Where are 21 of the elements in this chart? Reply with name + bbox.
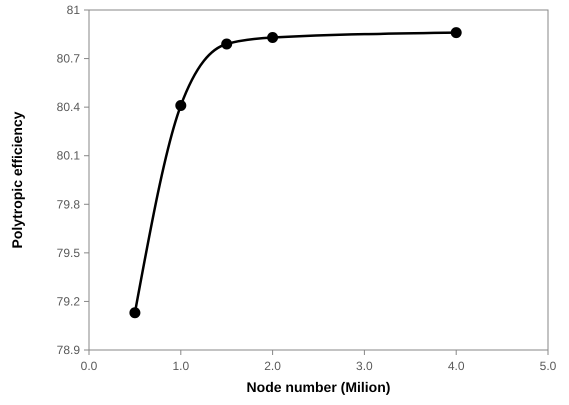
point	[129, 307, 140, 318]
x-tick-label: 2.0	[264, 359, 282, 373]
y-tick-label: 80.4	[56, 100, 80, 114]
y-tick-label: 78.9	[56, 343, 80, 357]
y-tick-label: 81	[66, 3, 80, 17]
y-tick-label: 79.5	[56, 246, 80, 260]
x-tick-label: 1.0	[172, 359, 190, 373]
point	[175, 100, 186, 112]
x-axis-title: Node number (Milion)	[246, 379, 390, 395]
point	[450, 27, 462, 38]
y-axis-title: Polytropic efficiency	[9, 111, 25, 248]
point	[221, 38, 232, 50]
x-tick-label: 0.0	[80, 359, 98, 373]
y-tick-label: 79.2	[56, 294, 80, 308]
y-tick-label: 80.7	[56, 52, 80, 66]
x-tick-label: 4.0	[448, 359, 465, 373]
x-tick-label: 3.0	[356, 359, 374, 373]
y-tick-label: 79.8	[56, 197, 80, 212]
x-tick-label: 5.0	[540, 359, 557, 373]
y-tick-label: 80.1	[56, 148, 80, 163]
point	[267, 32, 278, 44]
